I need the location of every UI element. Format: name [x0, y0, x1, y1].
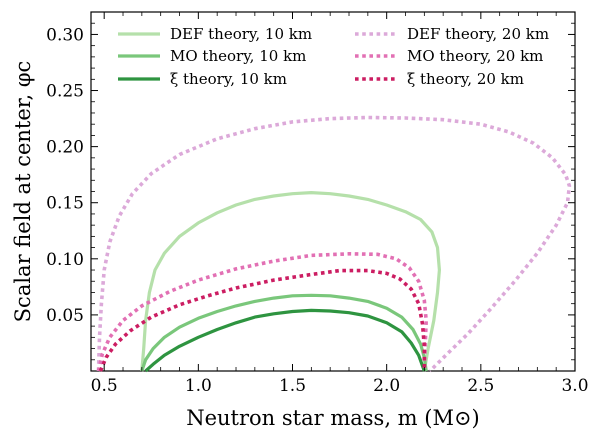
series-line-6 — [98, 268, 427, 372]
series-line-2 — [140, 293, 428, 372]
y-tick-label: 0.15 — [46, 194, 84, 214]
legend-label-6: ξ theory, 20 km — [407, 70, 524, 88]
x-tick-label: 0.5 — [91, 376, 118, 396]
x-tick-label: 3.0 — [561, 376, 588, 396]
y-tick-label: 0.25 — [46, 82, 84, 102]
legend-label-3: ξ theory, 10 km — [170, 70, 287, 88]
y-tick-label: 0.30 — [46, 25, 84, 45]
series-line-4 — [96, 115, 572, 373]
series-layer — [96, 115, 572, 373]
ticks-layer: 0.5 1.0 1.5 2.0 2.5 3.0 0.05 0.10 0.15 0.20 0.25 0.… — [46, 12, 589, 396]
legend-label-1: DEF theory, 10 km — [170, 25, 312, 43]
legend-label-2: MO theory, 10 km — [170, 47, 306, 65]
x-tick-label: 1.5 — [279, 376, 306, 396]
x-tick-label: 2.0 — [373, 376, 400, 396]
plot-frame — [90, 11, 576, 372]
y-tick-label: 0.10 — [46, 250, 84, 270]
legend: DEF theory, 10 km MO theory, 10 km ξ theor… — [118, 25, 549, 88]
x-tick-label: 1.0 — [185, 376, 212, 396]
legend-label-4: DEF theory, 20 km — [407, 25, 549, 43]
series-line-3 — [144, 308, 426, 373]
legend-label-5: MO theory, 20 km — [407, 47, 543, 65]
x-axis-title: Neutron star mass, m (M⊙) — [186, 406, 480, 430]
y-axis-title: Scalar field at center, φc — [11, 61, 35, 323]
y-tick-label: 0.05 — [46, 306, 84, 326]
y-tick-label: 0.20 — [46, 138, 84, 158]
series-line-5 — [96, 252, 428, 372]
x-tick-label: 2.5 — [467, 376, 494, 396]
series-line-1 — [140, 191, 441, 372]
